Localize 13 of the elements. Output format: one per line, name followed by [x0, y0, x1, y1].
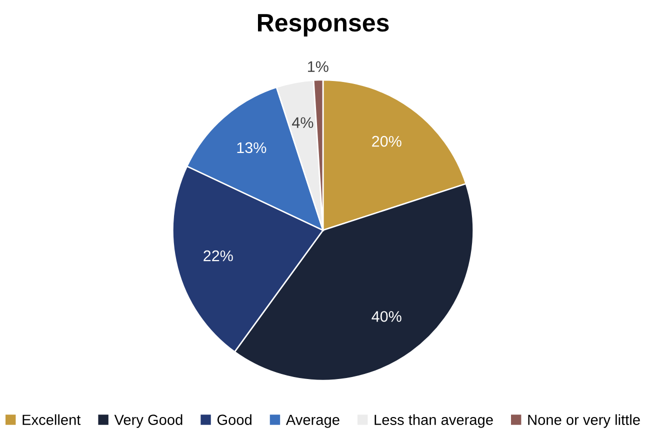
legend-label: Less than average [374, 414, 493, 428]
data-label: 40% [372, 311, 402, 322]
legend-label: None or very little [528, 414, 640, 428]
legend-label: Average [286, 414, 340, 428]
data-label: 13% [237, 142, 266, 154]
legend-label: Good [217, 414, 252, 425]
data-label: 20% [372, 136, 402, 147]
legend-label: Excellent [22, 414, 81, 425]
data-label: 4% [292, 117, 314, 128]
data-label: 1% [308, 61, 328, 72]
data-label: 22% [204, 250, 233, 262]
chart-title: Responses [258, 14, 389, 37]
legend-label: Very Good [114, 414, 182, 428]
